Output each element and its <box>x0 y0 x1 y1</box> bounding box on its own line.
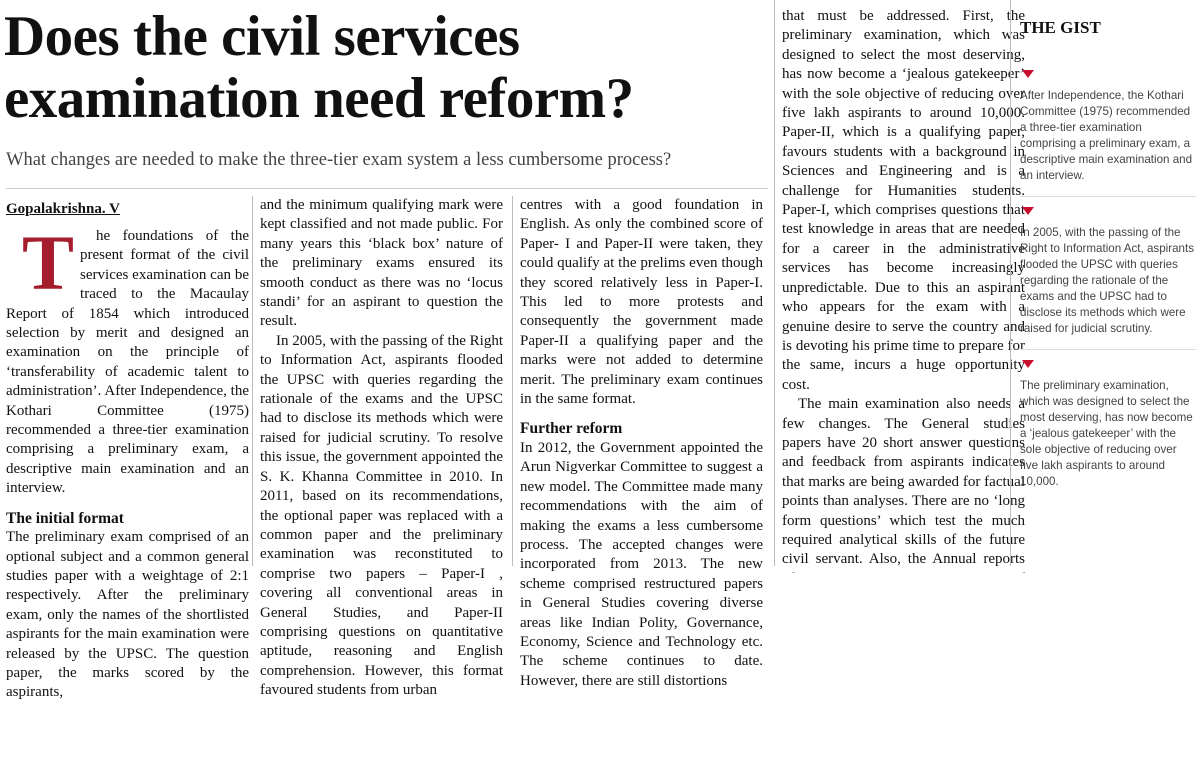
column-rule <box>774 0 775 566</box>
paragraph: In 2012, the Government appointed the Ar… <box>520 439 763 689</box>
gist-title: THE GIST <box>1020 18 1101 37</box>
column-rule <box>1010 0 1011 566</box>
gist-marker <box>1022 360 1034 368</box>
gist-item: In 2005, with the passing of the Right t… <box>1020 196 1196 337</box>
paragraph: that must be addressed. First, the preli… <box>782 8 1025 393</box>
byline: Gopalakrishna. V <box>6 201 120 217</box>
subheading: The initial format <box>6 509 124 527</box>
subheading: Further reform <box>520 420 623 438</box>
rule <box>6 188 768 189</box>
column: and the minimum qualifying mark were kep… <box>260 196 503 755</box>
headline: Does the civil services examination need… <box>4 5 634 130</box>
gist-box: THE GIST After Independence, the Kothari… <box>1020 0 1196 566</box>
column: Gopalakrishna. V The foundations of the … <box>6 200 249 766</box>
gist-marker <box>1022 207 1034 215</box>
paragraph: The preliminary exam comprised of an opt… <box>6 529 249 701</box>
paragraph: and the minimum qualifying mark were kep… <box>260 197 503 330</box>
gist-item: After Independence, the Kothari Committe… <box>1020 60 1196 184</box>
subtitle: What changes are needed to make the thre… <box>6 150 672 170</box>
gist-item: The preliminary examination, which was d… <box>1020 349 1196 490</box>
column: centres with a good foundation in Englis… <box>520 196 763 762</box>
gist-marker <box>1022 70 1034 78</box>
paragraph: The main examination also needs a few ch… <box>782 396 1025 573</box>
column: that must be addressed. First, the preli… <box>782 7 1025 573</box>
gist-text: In 2005, with the passing of the Right t… <box>1020 226 1194 335</box>
paragraph: The foundations of the present format of… <box>6 219 249 497</box>
gist-text: The preliminary examination, which was d… <box>1020 379 1193 488</box>
page: Does the civil services examination need… <box>4 0 1196 701</box>
paragraph: In 2005, with the passing of the Right t… <box>260 332 503 699</box>
paragraph: centres with a good foundation in Englis… <box>520 197 763 408</box>
column-rule <box>512 196 513 566</box>
column-rule <box>252 196 253 566</box>
gist-text: After Independence, the Kothari Committe… <box>1020 89 1193 182</box>
